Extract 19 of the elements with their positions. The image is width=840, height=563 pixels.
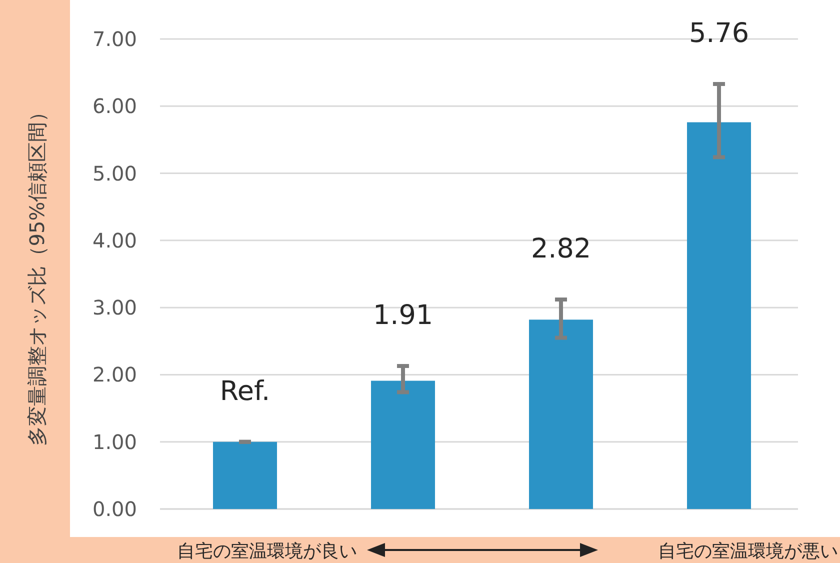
- y-tick-label: 6.00: [92, 94, 137, 118]
- bar: [213, 442, 277, 509]
- text: 自宅の室温環境が良い: [177, 541, 357, 562]
- bar: [371, 380, 435, 509]
- data-label: 5.76: [688, 18, 750, 49]
- y-tick-label: 2.00: [92, 362, 137, 387]
- text: 自宅の室温環境が悪い: [658, 541, 838, 562]
- y-axis-title: 多変量調整オッズ比（95%信頼区間）: [25, 102, 49, 446]
- y-tick-label: 5.00: [92, 161, 137, 186]
- y-tick-label: 1.00: [92, 430, 137, 454]
- y-tick-label: 0.00: [92, 497, 137, 521]
- data-label: Ref.: [220, 376, 270, 407]
- data-label: 1.91: [372, 300, 434, 331]
- y-tick-label: 4.00: [92, 228, 137, 252]
- y-tick-label: 7.00: [92, 27, 137, 51]
- bar: [529, 320, 593, 509]
- bar: [687, 122, 751, 509]
- data-label: 2.82: [530, 234, 592, 265]
- y-tick-label: 3.00: [92, 296, 137, 320]
